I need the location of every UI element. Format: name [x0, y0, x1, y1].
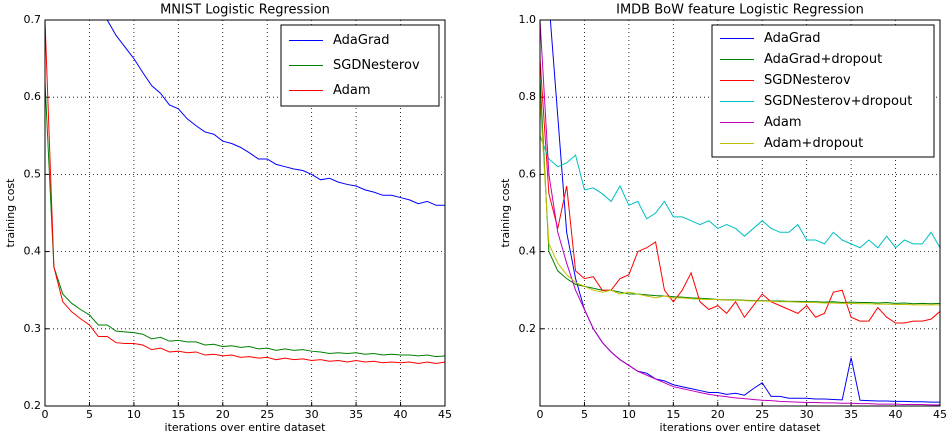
x-tick-label: 0 — [42, 408, 49, 421]
legend-label: Adam — [333, 83, 371, 98]
y-axis-label: training cost — [4, 178, 17, 248]
axes-frame — [44, 19, 446, 407]
legend-box — [711, 24, 935, 158]
x-tick-label: 25 — [755, 408, 769, 421]
x-tick-label: 10 — [622, 408, 636, 421]
series-line — [45, 20, 445, 365]
x-tick-label: 0 — [537, 408, 544, 421]
y-tick-label: 0.8 — [519, 90, 537, 103]
legend-label: AdaGrad — [333, 33, 390, 48]
x-tick-label: 40 — [889, 408, 903, 421]
series-line — [540, 135, 940, 249]
series-line — [540, 97, 940, 306]
y-tick-label: 0.5 — [24, 167, 42, 180]
x-tick-label: 30 — [800, 408, 814, 421]
x-tick-label: 35 — [844, 408, 858, 421]
x-axis-label: iterations over entire dataset — [660, 421, 822, 434]
y-tick-label: 0.6 — [519, 167, 537, 180]
x-tick-label: 15 — [171, 408, 185, 421]
legend-label: AdaGrad — [764, 31, 821, 46]
x-tick-label: 5 — [581, 408, 588, 421]
series-line — [540, 20, 940, 406]
x-tick-label: 40 — [394, 408, 408, 421]
x-tick-label: 30 — [305, 408, 319, 421]
x-tick-label: 20 — [216, 408, 230, 421]
x-tick-label: 35 — [349, 408, 363, 421]
chart-title: MNIST Logistic Regression — [160, 3, 330, 18]
x-tick-label: 25 — [260, 408, 274, 421]
legend-label: SGDNesterov+dropout — [764, 94, 912, 109]
y-tick-label: 0.3 — [24, 322, 42, 335]
y-tick-label: 0.6 — [24, 90, 42, 103]
y-tick-label: 0.2 — [519, 322, 537, 335]
x-tick-label: 10 — [127, 408, 141, 421]
series-line — [540, 58, 940, 324]
legend-label: SGDNesterov — [333, 58, 420, 73]
legend: AdaGrad AdaGrad+dropout SGDNesterov SGDNest… — [711, 24, 935, 158]
axes-frame — [539, 19, 941, 407]
x-tick-label: 5 — [86, 408, 93, 421]
y-tick-label: 0.2 — [24, 399, 42, 412]
x-tick-label: 45 — [438, 408, 452, 421]
legend-label: AdaGrad+dropout — [764, 52, 882, 67]
series-line — [106, 20, 445, 206]
lines — [540, 20, 940, 406]
y-tick-label: 0.4 — [519, 245, 537, 258]
y-axis-label: training cost — [499, 178, 512, 248]
chart-title: IMDB BoW feature Logistic Regression — [616, 3, 864, 18]
legend-label: Adam — [764, 115, 802, 130]
legend-label: Adam+dropout — [764, 136, 863, 151]
series-line — [45, 81, 445, 358]
x-tick-label: 45 — [933, 408, 946, 421]
legend: AdaGrad SGDNesterov Adam — [280, 24, 440, 107]
x-tick-label: 20 — [711, 408, 725, 421]
y-tick-label: 0.7 — [24, 13, 42, 26]
lines — [45, 20, 445, 365]
plot: IMDB BoW feature Logistic Regression iter… — [499, 3, 946, 435]
y-tick-label: 0.4 — [24, 245, 42, 258]
x-tick-label: 15 — [666, 408, 680, 421]
y-tick-label: 1.0 — [519, 13, 537, 26]
x-axis-label: iterations over entire dataset — [165, 421, 327, 434]
legend-label: SGDNesterov — [764, 73, 851, 88]
plot: MNIST Logistic Regression iterations over… — [4, 3, 452, 435]
